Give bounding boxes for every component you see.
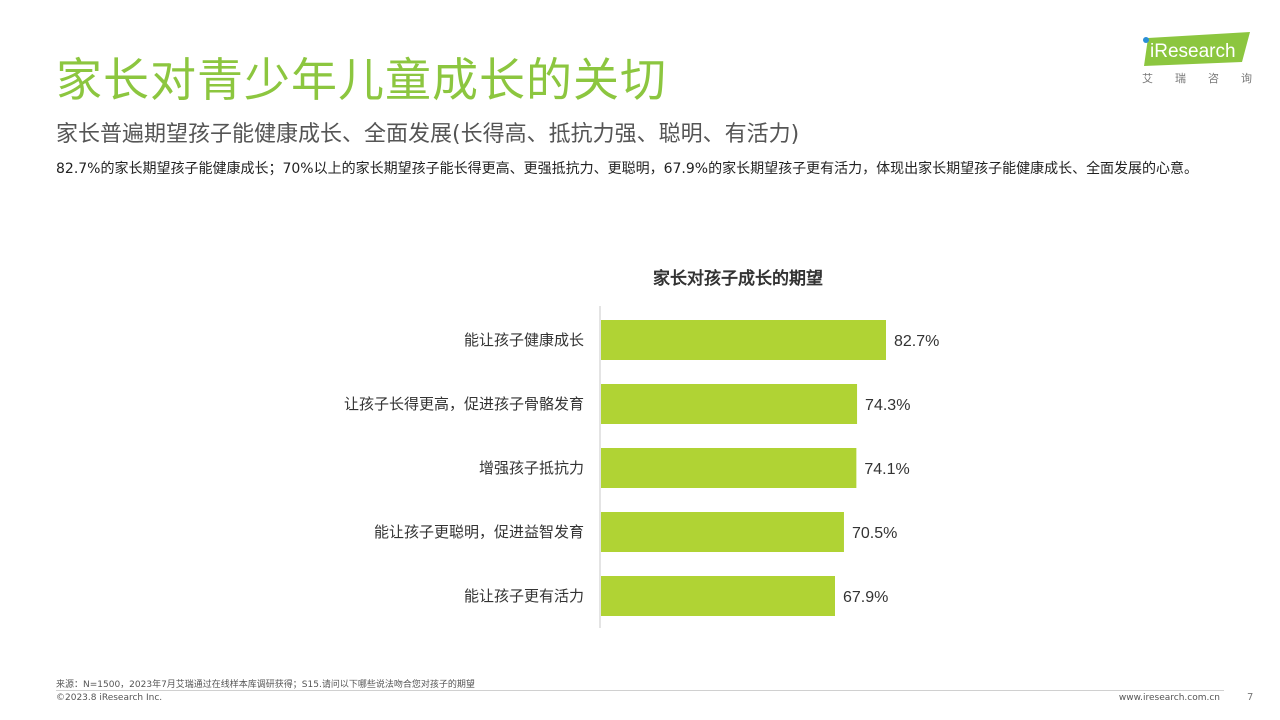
value-label: 74.3% — [865, 397, 910, 414]
bar — [601, 448, 857, 488]
logo-chinese-name: 艾 瑞 咨 询 — [1142, 70, 1252, 86]
copyright: ©2023.8 iResearch Inc. — [56, 693, 163, 703]
summary-text: 82.7%的家长期望孩子能健康成长；70%以上的家长期望孩子能长得更高、更强抵抗… — [56, 161, 1199, 177]
category-label: 让孩子长得更高，促进孩子骨骼发育 — [344, 395, 584, 413]
category-label: 能让孩子更有活力 — [464, 587, 584, 605]
category-label: 能让孩子健康成长 — [464, 331, 584, 349]
bar — [601, 512, 844, 552]
page-subtitle: 家长普遍期望孩子能健康成长、全面发展(长得高、抵抗力强、聪明、有活力) — [56, 122, 800, 147]
bar — [601, 320, 886, 360]
logo-char: 艾 — [1142, 72, 1153, 85]
logo-char: 询 — [1241, 72, 1252, 85]
category-label: 能让孩子更聪明，促进益智发育 — [374, 523, 584, 541]
footer-divider — [56, 690, 1224, 691]
value-label: 67.9% — [843, 589, 888, 606]
website-url: www.iresearch.com.cn — [1118, 693, 1220, 703]
page-title: 家长对青少年儿童成长的关切 — [56, 53, 667, 107]
logo-char: 瑞 — [1175, 72, 1186, 85]
page-number: 7 — [1247, 692, 1254, 703]
bar — [601, 576, 835, 616]
value-label: 82.7% — [894, 333, 939, 350]
logo-char: 咨 — [1208, 72, 1219, 85]
iresearch-logo: iResearch 艾 瑞 咨 询 — [1138, 32, 1253, 88]
value-label: 74.1% — [864, 461, 909, 478]
logo-brand-text: iResearch — [1150, 41, 1236, 62]
value-label: 70.5% — [852, 525, 897, 542]
category-label: 增强孩子抵抗力 — [479, 459, 584, 477]
chart-title: 家长对孩子成长的期望 — [653, 269, 823, 289]
source-note: 来源：N=1500，2023年7月艾瑞通过在线样本库调研获得；S15.请问以下哪… — [56, 680, 475, 690]
bar — [601, 384, 858, 424]
